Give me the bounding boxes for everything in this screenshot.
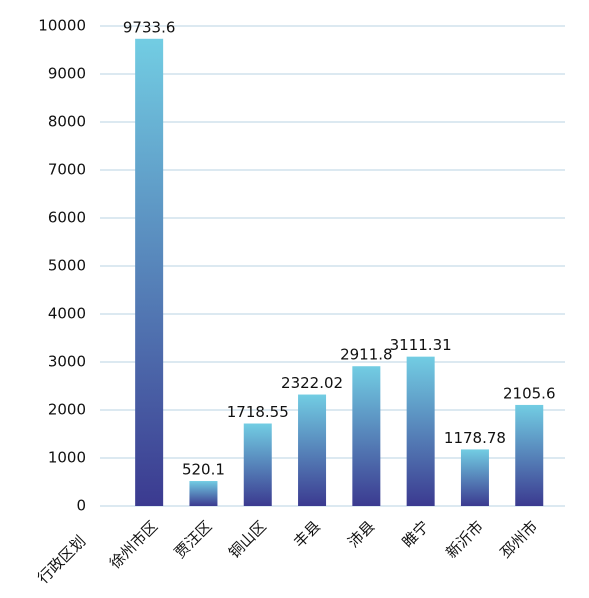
- bar: [189, 481, 218, 506]
- value-label: 2322.02: [281, 374, 343, 392]
- value-label: 3111.31: [390, 336, 452, 354]
- y-tick-label: 10000: [38, 17, 86, 35]
- x-tick-label: 沛县: [344, 517, 378, 551]
- x-tick-label: 邳州市: [497, 517, 542, 562]
- y-tick-label: 0: [76, 497, 86, 515]
- x-tick-label: 睢宁: [399, 517, 433, 551]
- x-tick-label: 铜山区: [225, 517, 270, 562]
- y-tick-label: 9000: [48, 65, 86, 83]
- bar: [243, 423, 272, 506]
- y-tick-label: 1000: [48, 449, 86, 467]
- x-tick-label: 贾汪区: [171, 517, 216, 562]
- value-label: 520.1: [182, 461, 225, 479]
- x-axis-label: 行政区划: [34, 532, 89, 587]
- bar: [298, 394, 327, 506]
- bar: [135, 38, 164, 506]
- bar: [406, 356, 435, 506]
- x-tick-label: 新沂市: [442, 517, 487, 562]
- value-label: 1178.78: [444, 429, 506, 447]
- x-tick-label: 徐州市区: [106, 517, 161, 572]
- y-tick-label: 5000: [48, 257, 86, 275]
- y-tick-label: 8000: [48, 113, 86, 131]
- value-label: 2105.6: [503, 384, 556, 402]
- value-label: 1718.55: [227, 403, 289, 421]
- value-label: 2911.8: [340, 346, 393, 364]
- y-tick-label: 3000: [48, 353, 86, 371]
- bar: [515, 404, 544, 506]
- y-tick-label: 2000: [48, 401, 86, 419]
- y-tick-label: 4000: [48, 305, 86, 323]
- x-tick-label: 丰县: [290, 517, 324, 551]
- y-tick-label: 7000: [48, 161, 86, 179]
- value-label: 9733.6: [123, 18, 176, 36]
- y-tick-label: 6000: [48, 209, 86, 227]
- bar: [460, 449, 489, 506]
- bar: [352, 366, 381, 506]
